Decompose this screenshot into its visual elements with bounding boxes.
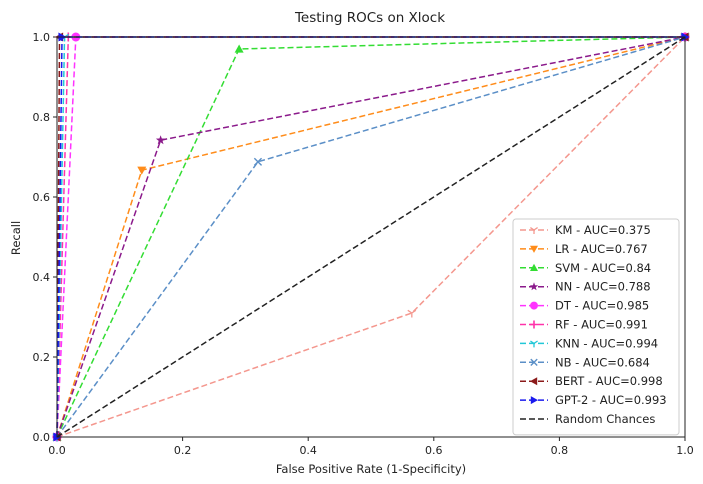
legend-label: KM - AUC=0.375 [555,223,651,237]
data-point [530,245,538,253]
legend-item: KNN - AUC=0.994 [520,336,658,350]
y-tick-label: 1.0 [33,31,51,44]
legend-label: RF - AUC=0.991 [555,318,648,332]
plot-frame [56,36,686,438]
legend-label: DT - AUC=0.985 [555,299,649,313]
x-axis-label: False Positive Rate (1-Specificity) [276,462,466,476]
legend-label: SVM - AUC=0.84 [555,261,651,275]
legend-label: Random Chances [555,412,655,426]
legend-label: GPT-2 - AUC=0.993 [555,393,667,407]
data-point [530,377,538,386]
data-point [234,44,244,53]
legend-label: NN - AUC=0.788 [555,280,651,294]
legend-item: DT - AUC=0.985 [520,299,649,313]
data-point [407,309,417,318]
legend-box [512,218,680,436]
y-tick-label: 0.4 [33,271,51,284]
data-point [529,282,539,291]
data-point [530,340,538,348]
y-axis: 0.0 0.2 0.4 0.6 0.8 1.0 [33,31,57,444]
legend-item: GPT-2 - AUC=0.993 [520,393,667,407]
legend-label: LR - AUC=0.767 [555,242,648,256]
data-point [530,227,538,234]
legend-item: NN - AUC=0.788 [520,280,651,294]
series-line [56,36,686,438]
data-point [530,301,538,310]
chart-title: Testing ROCs on Xlock [294,10,445,26]
series-line [56,36,686,438]
legend-item: RF - AUC=0.991 [520,318,648,332]
data-point [530,320,538,329]
y-tick-label: 0.6 [33,191,51,204]
data-point [155,135,166,145]
legend-item: Random Chances [520,412,655,426]
legend-item: KM - AUC=0.375 [520,223,651,237]
legend-item: NB - AUC=0.684 [520,355,650,369]
data-point [253,157,263,166]
x-tick-label: 0.4 [299,444,317,457]
data-point [530,358,538,366]
legend-label: NB - AUC=0.684 [555,355,650,369]
data-point [530,396,538,405]
legend: KM - AUC=0.375 LR - AUC=0.767 SVM - AUC=0.… [512,218,680,436]
y-tick-label: 0.8 [33,111,51,124]
legend-label: BERT - AUC=0.998 [555,374,663,388]
legend-item: LR - AUC=0.767 [520,242,648,256]
x-tick-label: 0.2 [174,444,192,457]
x-tick-label: 1.0 [676,444,694,457]
legend-item: BERT - AUC=0.998 [520,374,663,388]
x-tick-label: 0.6 [425,444,443,457]
legend-item: SVM - AUC=0.84 [520,261,651,275]
legend-label: KNN - AUC=0.994 [555,336,658,350]
y-tick-label: 0.2 [33,351,51,364]
x-tick-label: 0.8 [551,444,569,457]
data-point [137,166,147,175]
series-10 [56,36,686,438]
x-tick-label: 0.0 [48,444,66,457]
y-axis-label: Recall [9,221,23,255]
series-line [56,36,686,438]
data-point [530,263,538,271]
series-line [56,36,686,438]
y-tick-label: 0.0 [33,431,51,444]
x-axis: 0.0 0.2 0.4 0.6 0.8 1.0 [48,437,694,457]
